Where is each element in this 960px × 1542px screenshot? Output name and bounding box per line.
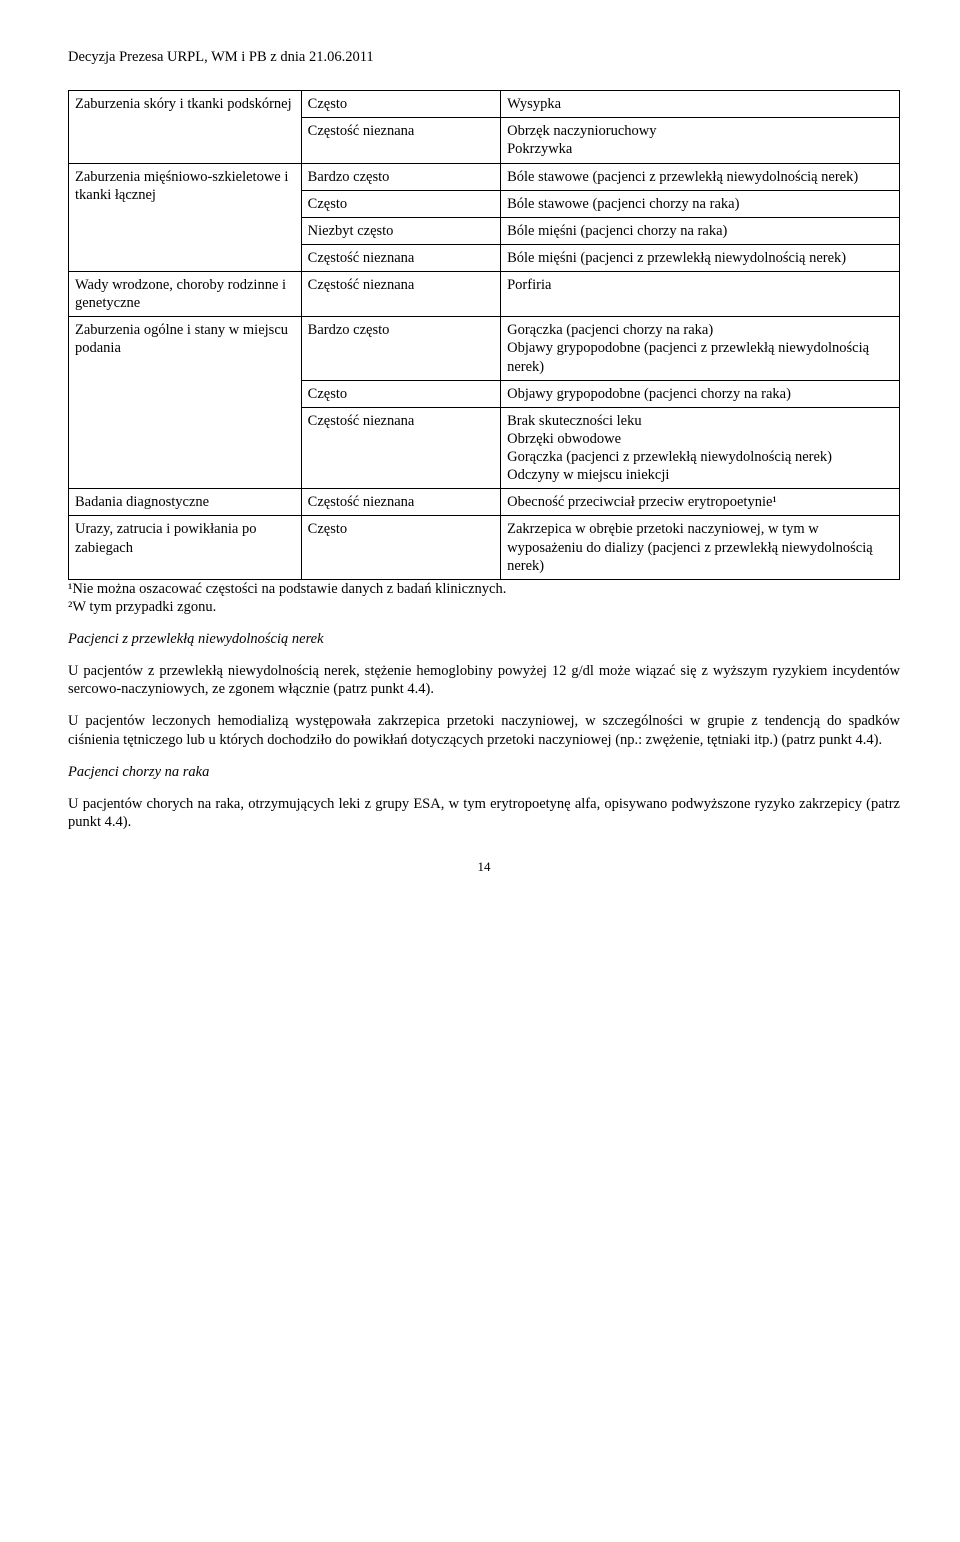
- table-cell-reaction: Objawy grypopodobne (pacjenci chorzy na …: [501, 380, 900, 407]
- table-cell-category: Wady wrodzone, choroby rodzinne i genety…: [69, 272, 302, 317]
- table-cell-reaction: Obrzęk naczynioruchowy Pokrzywka: [501, 118, 900, 163]
- section-2-title: Pacjenci chorzy na raka: [68, 763, 900, 781]
- table-cell-frequency: Niezbyt często: [301, 217, 500, 244]
- table-cell-frequency: Często: [301, 91, 500, 118]
- footnote-1: ¹Nie można oszacować częstości na podsta…: [68, 580, 900, 598]
- table-cell-frequency: Częstość nieznana: [301, 489, 500, 516]
- table-cell-reaction: Bóle mięśni (pacjenci chorzy na raka): [501, 217, 900, 244]
- table-cell-reaction: Bóle stawowe (pacjenci chorzy na raka): [501, 190, 900, 217]
- section-2-para-1: U pacjentów chorych na raka, otrzymujący…: [68, 795, 900, 831]
- table-cell-frequency: Bardzo często: [301, 163, 500, 190]
- table-cell-reaction: Bóle stawowe (pacjenci z przewlekłą niew…: [501, 163, 900, 190]
- table-cell-frequency: Często: [301, 516, 500, 579]
- table-cell-category: Zaburzenia ogólne i stany w miejscu poda…: [69, 317, 302, 489]
- section-1-para-1: U pacjentów z przewlekłą niewydolnością …: [68, 662, 900, 698]
- table-cell-frequency: Częstość nieznana: [301, 118, 500, 163]
- table-cell-reaction: Obecność przeciwciał przeciw erytropoety…: [501, 489, 900, 516]
- page-header: Decyzja Prezesa URPL, WM i PB z dnia 21.…: [68, 48, 900, 66]
- section-1-para-2: U pacjentów leczonych hemodializą występ…: [68, 712, 900, 748]
- page-number: 14: [68, 859, 900, 875]
- table-cell-frequency: Częstość nieznana: [301, 244, 500, 271]
- table-cell-frequency: Częstość nieznana: [301, 407, 500, 489]
- table-cell-category: Badania diagnostyczne: [69, 489, 302, 516]
- table-cell-category: Zaburzenia mięśniowo-szkieletowe i tkank…: [69, 163, 302, 272]
- adr-table: Zaburzenia skóry i tkanki podskórnejCzęs…: [68, 90, 900, 580]
- table-cell-reaction: Gorączka (pacjenci chorzy na raka) Objaw…: [501, 317, 900, 380]
- section-1-title: Pacjenci z przewlekłą niewydolnością ner…: [68, 630, 900, 648]
- table-cell-frequency: Często: [301, 380, 500, 407]
- table-cell-reaction: Zakrzepica w obrębie przetoki naczyniowe…: [501, 516, 900, 579]
- footnote-2: ²W tym przypadki zgonu.: [68, 598, 900, 616]
- table-cell-category: Zaburzenia skóry i tkanki podskórnej: [69, 91, 302, 163]
- table-cell-frequency: Częstość nieznana: [301, 272, 500, 317]
- table-cell-reaction: Bóle mięśni (pacjenci z przewlekłą niewy…: [501, 244, 900, 271]
- table-cell-reaction: Porfiria: [501, 272, 900, 317]
- table-cell-frequency: Często: [301, 190, 500, 217]
- table-cell-reaction: Wysypka: [501, 91, 900, 118]
- table-cell-category: Urazy, zatrucia i powikłania po zabiegac…: [69, 516, 302, 579]
- table-cell-reaction: Brak skuteczności leku Obrzęki obwodowe …: [501, 407, 900, 489]
- table-cell-frequency: Bardzo często: [301, 317, 500, 380]
